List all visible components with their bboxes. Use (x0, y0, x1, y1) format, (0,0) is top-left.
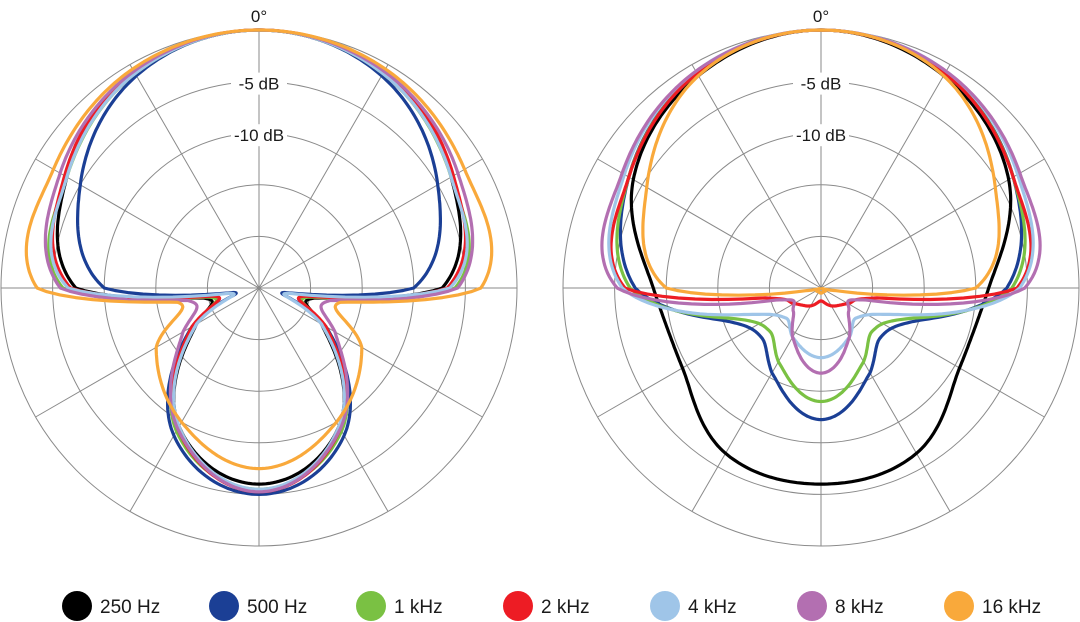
legend-item: 8 kHz (797, 591, 884, 621)
grid-spoke (129, 287, 260, 512)
series-curve-250-hz (629, 28, 1013, 486)
legend-swatch (209, 591, 239, 621)
legend: 250 Hz 500 Hz 1 kHz 2 kHz 4 kHz 8 kHz 16 kHz (62, 591, 1041, 621)
legend-label: 500 Hz (247, 597, 307, 618)
grid-spoke (820, 64, 951, 289)
series-curve-4-khz (49, 28, 469, 491)
series-curve-8-khz (600, 28, 1042, 375)
grid-spoke (597, 158, 822, 289)
legend-label: 16 kHz (982, 597, 1041, 618)
legend-swatch (503, 591, 533, 621)
grid-spoke (820, 158, 1045, 289)
legend-item: 500 Hz (209, 591, 307, 621)
series-curve-500-hz (76, 28, 442, 496)
series-curve-16-khz (24, 28, 494, 471)
ring-label: -5 dB (801, 75, 842, 94)
grid-spoke (258, 64, 389, 289)
legend-swatch (944, 591, 974, 621)
legend-swatch (356, 591, 386, 621)
grid-spoke (258, 158, 483, 289)
legend-label: 4 kHz (688, 597, 737, 618)
polar-labels: 0° -5 dB -10 dB (793, 4, 849, 147)
grid-spoke (691, 287, 822, 512)
legend-swatch (62, 591, 92, 621)
grid-spoke (820, 287, 1045, 418)
legend-item: 250 Hz (62, 591, 160, 621)
legend-item: 2 kHz (503, 591, 590, 621)
grid-spoke (35, 158, 260, 289)
legend-swatch (797, 591, 827, 621)
angle-label-0: 0° (251, 7, 267, 26)
series-curve-8-khz (43, 28, 475, 494)
ring-label: -5 dB (239, 75, 280, 94)
polar-curves (24, 28, 494, 496)
grid-spoke (258, 287, 389, 512)
polar-plot-right: 0° -5 dB -10 dB (562, 4, 1080, 547)
legend-item: 1 kHz (356, 591, 443, 621)
legend-label: 1 kHz (394, 597, 443, 618)
legend-label: 250 Hz (100, 597, 160, 618)
legend-swatch (650, 591, 680, 621)
ring-label: -10 dB (796, 126, 846, 145)
grid-spoke (258, 287, 483, 418)
ring-label: -10 dB (234, 126, 284, 145)
series-curve-2-khz (609, 28, 1033, 308)
series-curve-4-khz (607, 28, 1035, 360)
legend-label: 2 kHz (541, 597, 590, 618)
series-curve-16-khz (641, 28, 1001, 297)
grid-spoke (691, 64, 822, 289)
legend-item: 4 kHz (650, 591, 737, 621)
polar-plot-left: 0° -5 dB -10 dB (0, 4, 518, 547)
grid-spoke (820, 287, 951, 512)
legend-item: 16 kHz (944, 591, 1041, 621)
angle-label-0: 0° (813, 7, 829, 26)
legend-label: 8 kHz (835, 597, 884, 618)
grid-spoke (597, 287, 822, 418)
polar-curves (600, 28, 1042, 486)
polar-labels: 0° -5 dB -10 dB (231, 4, 287, 147)
grid-spoke (129, 64, 260, 289)
grid-spoke (35, 287, 260, 418)
